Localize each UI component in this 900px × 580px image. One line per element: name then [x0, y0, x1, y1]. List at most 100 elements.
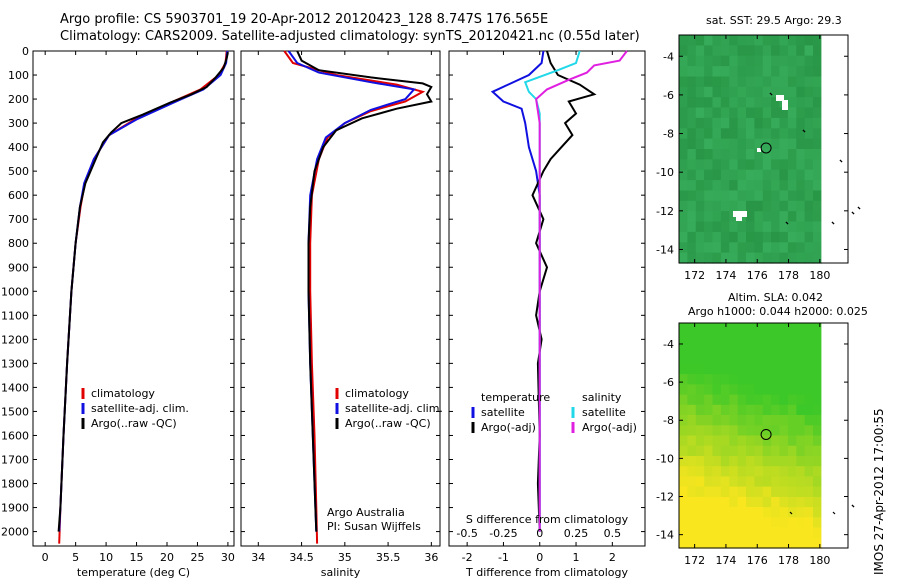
- map-cell: [737, 252, 747, 264]
- map-cell: [796, 537, 806, 549]
- map-cell: [787, 149, 797, 160]
- map-cell: [720, 128, 730, 140]
- map-cell: [695, 169, 705, 181]
- map-cell: [762, 527, 772, 539]
- map-cell: [720, 394, 730, 406]
- legend-label: Argo(-adj): [582, 421, 637, 434]
- map-cell: [687, 486, 697, 498]
- map-cell: [746, 507, 755, 518]
- map-cell: [704, 55, 714, 67]
- map-cell: [771, 323, 781, 334]
- map-cell: [762, 507, 772, 518]
- map-cell: [804, 445, 814, 457]
- map-cell: [771, 384, 781, 396]
- sla-map-panel: 172 174 176 178 180 -4 -6 -8 -10 -12 -14: [656, 92, 861, 567]
- x-top-tick-label: 0: [536, 527, 543, 540]
- map-cell: [746, 107, 755, 119]
- map-cell: [737, 200, 747, 212]
- map-cell: [762, 435, 772, 447]
- y-tick-label: -14: [656, 529, 674, 542]
- map-cell: [679, 190, 688, 202]
- map-cell: [737, 343, 747, 355]
- sst-map-title: sat. SST: 29.5 Argo: 29.3: [706, 14, 842, 27]
- map-cell: [695, 86, 705, 98]
- map-island-mark: [789, 511, 793, 515]
- map-cell: [737, 425, 747, 437]
- map-cell: [704, 445, 714, 457]
- map-cell: [754, 242, 764, 254]
- map-cell: [813, 211, 822, 223]
- map-cell: [729, 323, 739, 334]
- map-cell: [720, 252, 730, 264]
- map-cell: [813, 394, 822, 406]
- map-cell: [712, 138, 722, 150]
- map-cell: [679, 211, 688, 223]
- map-cell: [754, 404, 764, 416]
- map-cell: [704, 323, 714, 334]
- map-cell: [771, 231, 781, 243]
- map-cell: [737, 117, 747, 129]
- map-cell: [779, 435, 789, 447]
- map-cell: [695, 537, 705, 549]
- map-cell: [779, 180, 789, 192]
- map-cell: [762, 242, 772, 254]
- map-cell: [712, 476, 722, 488]
- map-cell: [704, 66, 714, 78]
- map-cell: [813, 466, 822, 477]
- map-cell: [720, 76, 730, 88]
- y-tick-label: -10: [656, 166, 674, 179]
- map-cell: [804, 527, 814, 539]
- map-cell: [779, 169, 789, 181]
- map-cell: [762, 333, 772, 344]
- map-cell: [737, 333, 747, 344]
- map-cell: [771, 353, 781, 365]
- plot-title-line1: Argo profile: CS 5903701_19 20-Apr-2012 …: [60, 12, 549, 27]
- map-cell: [804, 200, 814, 212]
- map-cell: [746, 384, 755, 396]
- x-tick-label: 10: [99, 551, 113, 564]
- map-cell: [804, 55, 814, 67]
- timestamp-stamp: IMOS 27-Apr-2012 17:00:55: [872, 408, 886, 575]
- map-cell: [729, 507, 739, 518]
- map-cell: [771, 138, 781, 150]
- map-cell: [779, 537, 789, 549]
- map-cell: [704, 45, 714, 57]
- map-cell: [687, 76, 697, 88]
- map-cell: [771, 374, 781, 385]
- temperature-frame: [32, 50, 235, 547]
- map-cell: [762, 415, 772, 426]
- map-cell: [729, 86, 739, 98]
- map-cell: [762, 343, 772, 355]
- map-cell: [804, 211, 814, 223]
- map-cell: [737, 190, 747, 202]
- depth-tick-label: 1200: [1, 333, 29, 346]
- map-cell: [796, 97, 806, 109]
- map-cell: [679, 415, 688, 426]
- depth-tick-label: 2000: [1, 526, 29, 539]
- map-cell: [813, 486, 822, 498]
- map-cell: [679, 466, 688, 477]
- map-cell: [695, 252, 705, 264]
- map-cell: [804, 97, 814, 109]
- map-cell: [737, 97, 747, 109]
- map-cell: [779, 415, 789, 426]
- map-cell: [754, 55, 764, 67]
- map-cell: [796, 231, 806, 243]
- map-cell: [712, 527, 722, 539]
- map-cell: [771, 200, 781, 212]
- map-cell: [704, 353, 714, 365]
- map-cell: [771, 527, 781, 539]
- map-blank-strip: [821, 323, 848, 548]
- map-cell: [737, 384, 747, 396]
- map-cell: [746, 527, 755, 539]
- map-cell: [737, 374, 747, 385]
- map-cell: [787, 323, 797, 334]
- map-cell: [737, 353, 747, 365]
- map-cell: [687, 507, 697, 518]
- map-cell: [704, 466, 714, 477]
- map-cell: [796, 394, 806, 406]
- legend-label: satellite-adj. clim.: [91, 402, 189, 415]
- map-cell: [804, 394, 814, 406]
- map-cell: [746, 323, 755, 334]
- map-cell: [712, 517, 722, 529]
